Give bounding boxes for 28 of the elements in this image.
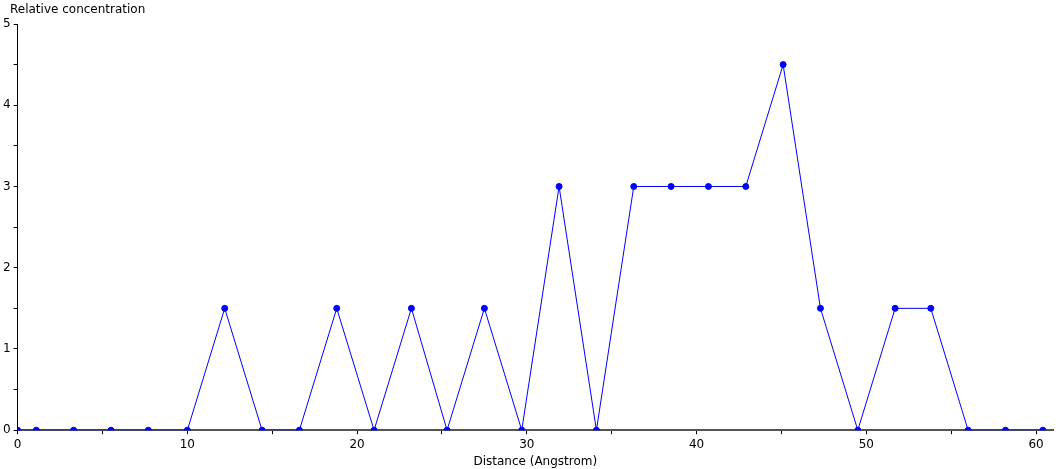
point: [927, 304, 935, 312]
point: [221, 304, 229, 312]
y-tick-label: 2: [2, 259, 11, 274]
point: [333, 304, 341, 312]
point: [891, 304, 899, 312]
y-axis-title: Relative concentration: [10, 2, 146, 17]
y-tick-label: 5: [2, 16, 11, 31]
x-tick-label: 30: [519, 436, 535, 451]
y-tick-label: 0: [2, 422, 11, 437]
point: [407, 304, 415, 312]
y-tick-label: 4: [2, 97, 11, 112]
x-tick-label: 0: [13, 436, 22, 451]
x-tick-label: 50: [858, 436, 874, 451]
point: [779, 61, 787, 69]
x-tick-label: 40: [688, 436, 705, 451]
y-tick-label: 1: [2, 341, 11, 356]
point: [630, 182, 638, 190]
point: [704, 182, 712, 190]
point: [742, 182, 750, 190]
x-tick-label: 60: [1028, 436, 1044, 451]
y-tick-label: 3: [2, 178, 11, 193]
point: [667, 182, 675, 190]
x-tick-label: 10: [179, 436, 196, 451]
point: [480, 304, 488, 312]
x-axis-title: Distance (Angstrom): [473, 453, 598, 468]
x-tick-label: 20: [349, 436, 365, 451]
point: [555, 182, 563, 190]
point: [816, 304, 824, 312]
